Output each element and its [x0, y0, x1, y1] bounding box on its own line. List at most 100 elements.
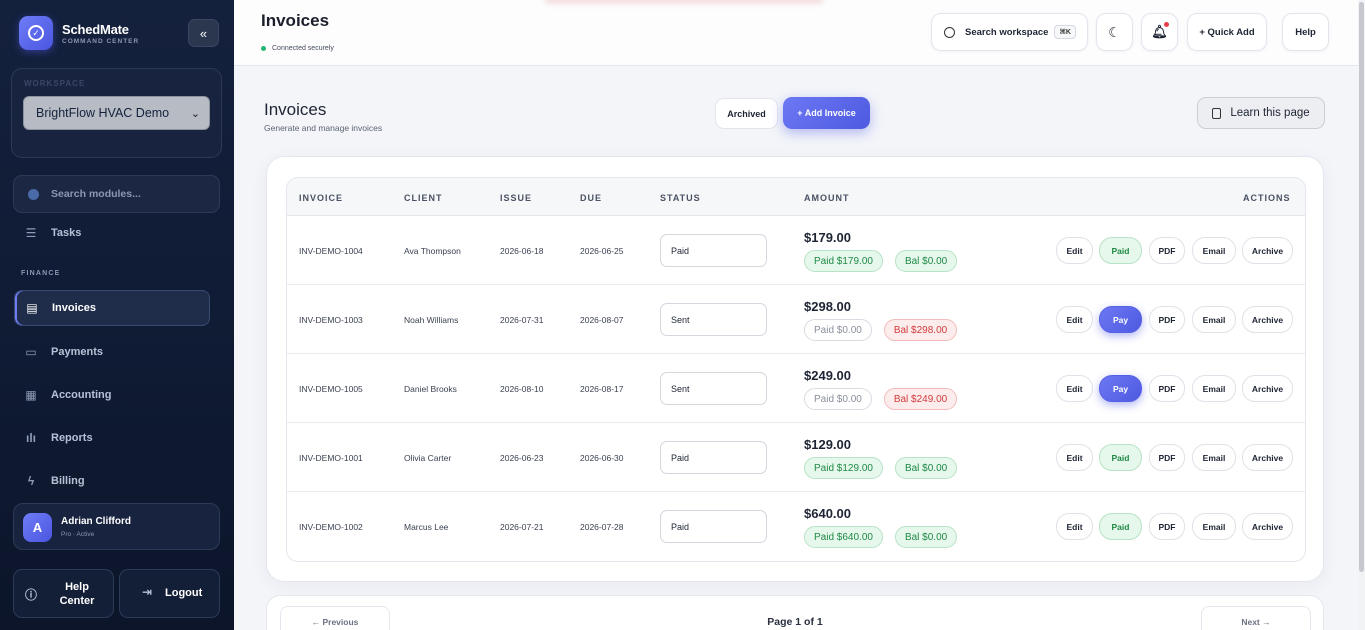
column-header-status[interactable]: STATUS: [660, 193, 701, 203]
client-name: Olivia Carter: [404, 453, 452, 463]
connection-status: Connected securely: [261, 45, 334, 52]
logout-button[interactable]: ⇥ Logout: [119, 569, 220, 618]
invoice-amount: $179.00: [804, 230, 851, 245]
balance-badge: Bal $298.00: [883, 319, 958, 341]
search-icon: [28, 188, 39, 200]
calculator-icon: ▦: [25, 388, 37, 402]
primary-payment-button[interactable]: Pay: [1099, 306, 1142, 333]
pdf-button[interactable]: PDF: [1149, 237, 1185, 264]
module-search-input[interactable]: Search modules...: [13, 175, 220, 213]
sidebar-item-billing[interactable]: ϟ Billing: [14, 463, 210, 499]
brand-logo-icon: ✓: [19, 16, 53, 50]
status-select[interactable]: Sent: [660, 303, 767, 336]
paid-amount-badge: Paid $640.00: [804, 526, 883, 548]
quick-add-button[interactable]: + Quick Add: [1187, 13, 1267, 51]
pdf-button[interactable]: PDF: [1149, 375, 1185, 402]
collapse-sidebar-button[interactable]: «: [188, 19, 219, 47]
email-button[interactable]: Email: [1192, 444, 1236, 471]
help-center-button[interactable]: ⓘ Help Center: [13, 569, 114, 618]
pdf-button[interactable]: PDF: [1149, 444, 1185, 471]
invoice-number[interactable]: INV-DEMO-1002: [299, 522, 363, 532]
invoice-number[interactable]: INV-DEMO-1004: [299, 246, 363, 256]
page-subtitle: Generate and manage invoices: [264, 123, 383, 133]
edit-button[interactable]: Edit: [1056, 513, 1093, 540]
brand[interactable]: ✓ SchedMate COMMAND CENTER: [19, 16, 139, 50]
issue-date: 2026-08-10: [500, 384, 544, 394]
status-select[interactable]: Paid: [660, 234, 767, 267]
primary-payment-button[interactable]: Paid: [1099, 237, 1142, 264]
sidebar-item-label: Accounting: [51, 389, 112, 401]
next-page-button[interactable]: Next →: [1201, 606, 1311, 630]
archived-button[interactable]: Archived: [715, 98, 778, 129]
balance-badge: Bal $0.00: [894, 457, 958, 479]
previous-page-button[interactable]: ← Previous: [280, 606, 390, 630]
client-name: Ava Thompson: [404, 246, 461, 256]
due-date: 2026-08-07: [580, 315, 624, 325]
email-button[interactable]: Email: [1192, 513, 1236, 540]
sidebar-item-label: Reports: [51, 432, 93, 444]
workspace-select[interactable]: BrightFlow HVAC Demo ⌄: [23, 96, 210, 130]
archive-button[interactable]: Archive: [1242, 513, 1293, 540]
notification-dot: [1164, 22, 1169, 27]
archive-button[interactable]: Archive: [1242, 444, 1293, 471]
invoice-number[interactable]: INV-DEMO-1005: [299, 384, 363, 394]
column-header-actions: ACTIONS: [1243, 193, 1291, 203]
email-button[interactable]: Email: [1192, 306, 1236, 333]
sidebar-item-reports[interactable]: ılı Reports: [14, 420, 210, 456]
balance-badge: Bal $249.00: [883, 388, 958, 410]
column-header-due[interactable]: DUE: [580, 193, 603, 203]
workspace-label: WORKSPACE: [24, 79, 86, 88]
column-header-issue[interactable]: ISSUE: [500, 193, 533, 203]
invoices-table: INVOICE CLIENT ISSUE DUE STATUS AMOUNT A…: [286, 177, 1306, 562]
email-button[interactable]: Email: [1192, 375, 1236, 402]
primary-payment-button[interactable]: Pay: [1099, 375, 1142, 402]
scrollbar[interactable]: [1358, 0, 1365, 630]
notifications-button[interactable]: 🔔︎: [1141, 13, 1178, 51]
add-invoice-button[interactable]: + Add Invoice: [783, 97, 870, 129]
primary-payment-button[interactable]: Paid: [1099, 444, 1142, 471]
search-workspace-button[interactable]: Search workspace ⌘K: [931, 13, 1088, 51]
email-button[interactable]: Email: [1192, 237, 1236, 264]
user-card[interactable]: A Adrian Clifford Pro · Active: [13, 503, 220, 550]
status-select[interactable]: Paid: [660, 510, 767, 543]
edit-button[interactable]: Edit: [1056, 375, 1093, 402]
archive-button[interactable]: Archive: [1242, 237, 1293, 264]
primary-payment-button[interactable]: Paid: [1099, 513, 1142, 540]
sidebar-item-payments[interactable]: ▭ Payments: [14, 334, 210, 370]
column-header-invoice[interactable]: INVOICE: [299, 193, 344, 203]
learn-page-button[interactable]: Learn this page: [1197, 97, 1325, 129]
archive-button[interactable]: Archive: [1242, 375, 1293, 402]
chevron-down-icon: ⌄: [190, 108, 200, 120]
pdf-button[interactable]: PDF: [1149, 306, 1185, 333]
column-header-client[interactable]: CLIENT: [404, 193, 443, 203]
edit-button[interactable]: Edit: [1056, 444, 1093, 471]
book-icon: [1212, 107, 1222, 119]
scroll-thumb[interactable]: [1359, 2, 1364, 572]
status-select[interactable]: Paid: [660, 441, 767, 474]
sidebar-item-tasks[interactable]: ☰ Tasks: [14, 215, 210, 251]
logout-icon: ⇥: [142, 585, 153, 599]
column-header-amount[interactable]: AMOUNT: [804, 193, 850, 203]
top-header: Invoices Connected securely Search works…: [234, 0, 1358, 66]
help-button[interactable]: Help: [1282, 13, 1329, 51]
header-title: Invoices: [261, 11, 330, 30]
client-name: Marcus Lee: [404, 522, 449, 532]
help-center-label: Help Center: [59, 581, 95, 607]
invoice-number[interactable]: INV-DEMO-1003: [299, 315, 363, 325]
due-date: 2026-06-30: [580, 453, 624, 463]
pdf-button[interactable]: PDF: [1149, 513, 1185, 540]
bolt-icon: ϟ: [27, 474, 35, 488]
sidebar-item-invoices[interactable]: ▤ Invoices: [14, 290, 210, 326]
status-select[interactable]: Sent: [660, 372, 767, 405]
archive-button[interactable]: Archive: [1242, 306, 1293, 333]
table-row: INV-DEMO-1005 Daniel Brooks 2026-08-10 2…: [287, 354, 1305, 423]
logout-label: Logout: [165, 587, 203, 599]
client-name: Daniel Brooks: [404, 384, 457, 394]
edit-button[interactable]: Edit: [1056, 237, 1093, 264]
sidebar: ✓ SchedMate COMMAND CENTER « WORKSPACE B…: [0, 0, 234, 630]
due-date: 2026-07-28: [580, 522, 624, 532]
theme-toggle-button[interactable]: ☾: [1096, 13, 1133, 51]
sidebar-item-accounting[interactable]: ▦ Accounting: [14, 377, 210, 413]
edit-button[interactable]: Edit: [1056, 306, 1093, 333]
invoice-number[interactable]: INV-DEMO-1001: [299, 453, 363, 463]
